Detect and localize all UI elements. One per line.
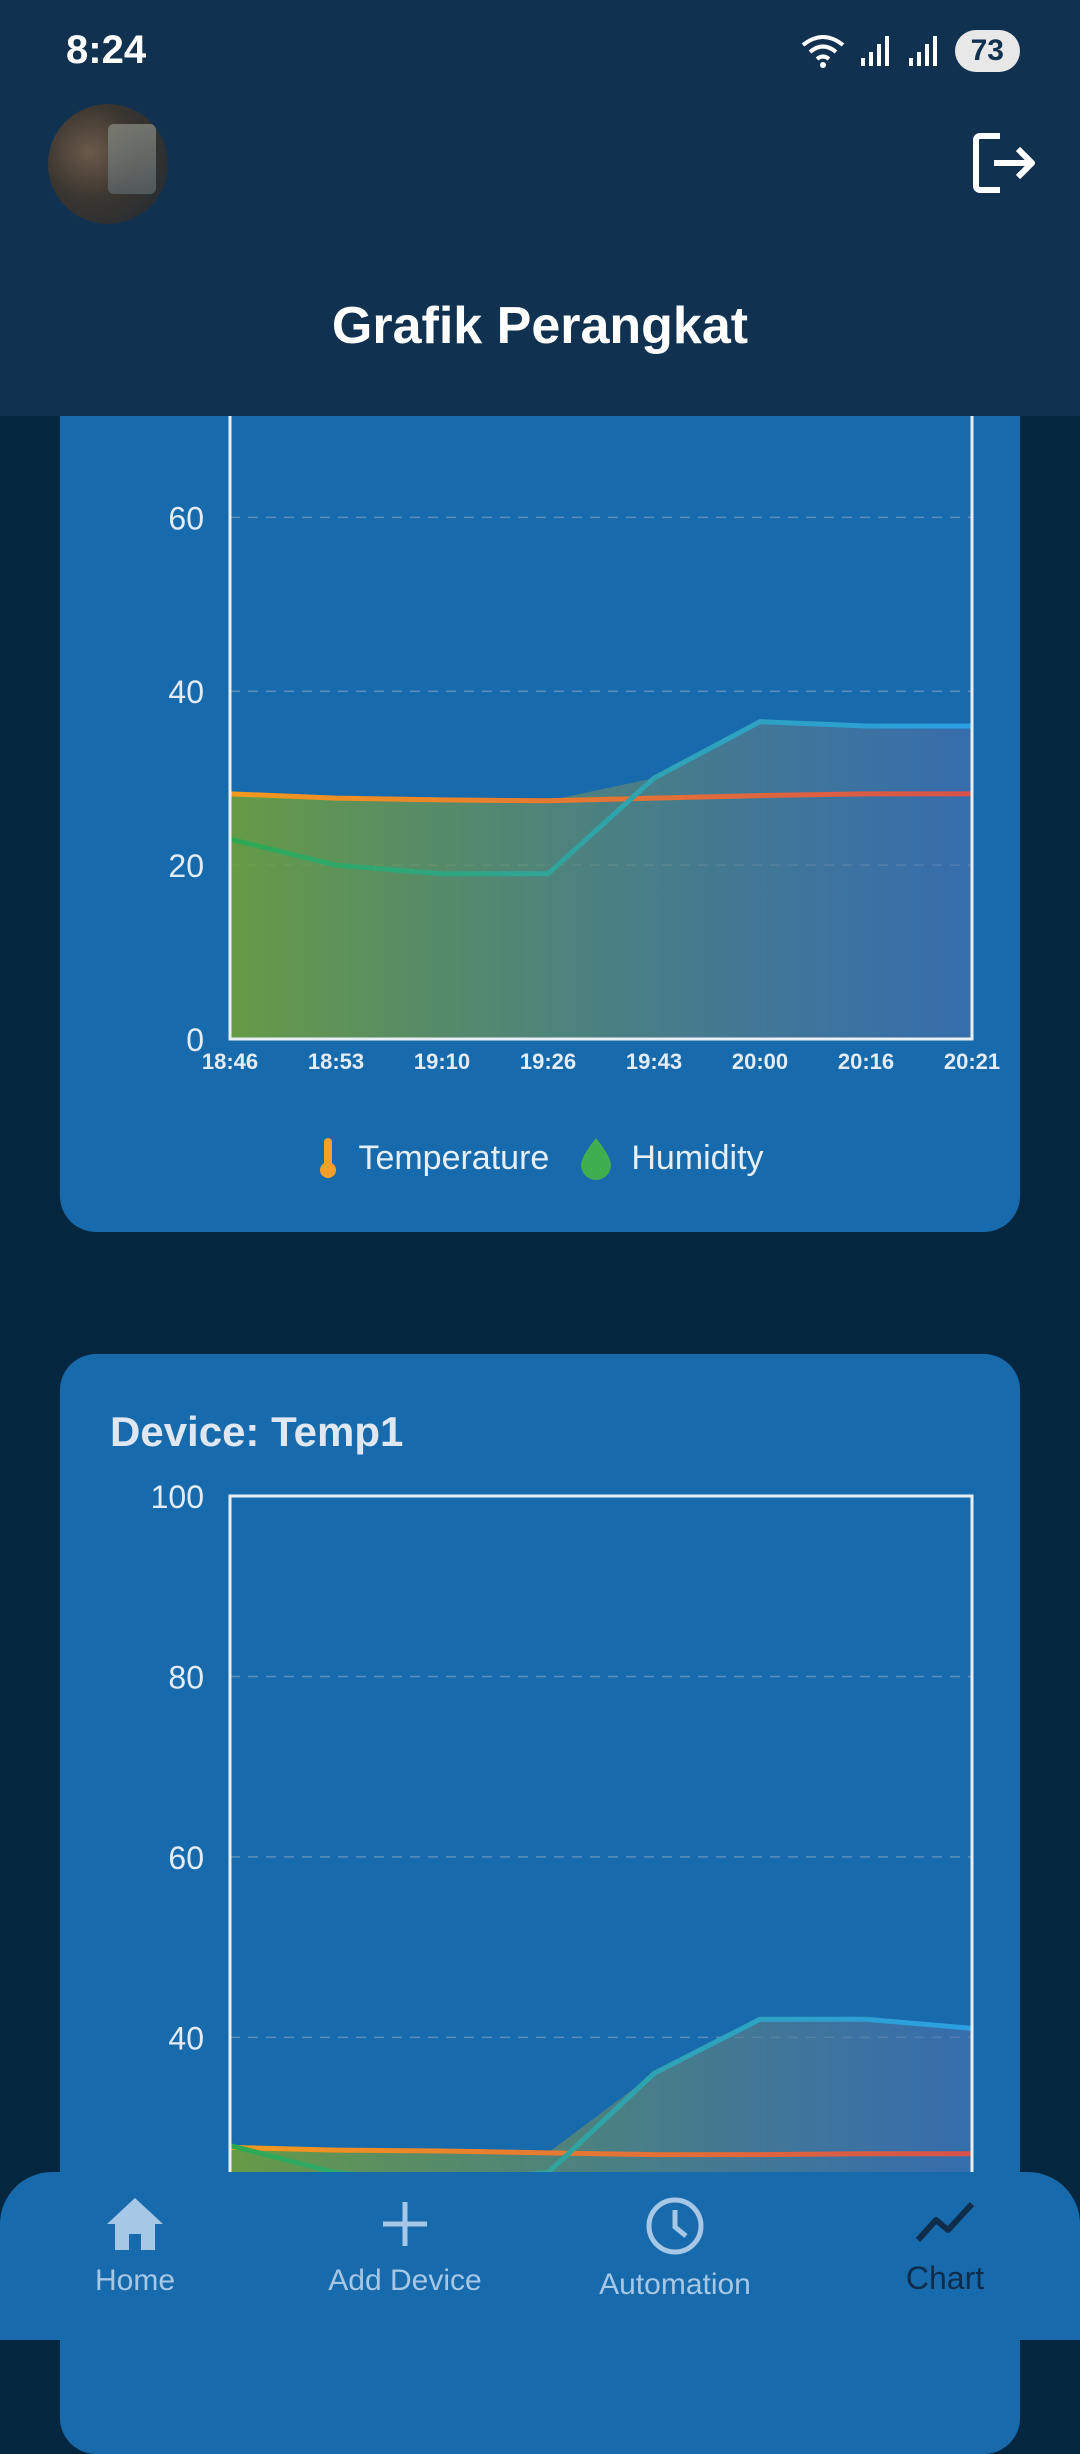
- logout-icon[interactable]: [970, 128, 1040, 198]
- x-tick-label: 20:21: [944, 1049, 1000, 1074]
- y-tick-label: 40: [168, 674, 204, 710]
- bottom-navigation: Home Add Device Automation Chart: [0, 2172, 1080, 2340]
- y-tick-label: 60: [168, 1840, 204, 1876]
- nav-chart[interactable]: Chart: [810, 2196, 1080, 2297]
- water-drop-icon: [581, 1138, 612, 1180]
- user-avatar[interactable]: [48, 104, 168, 224]
- y-tick-label: 100: [151, 1479, 204, 1515]
- battery-icon: 73: [954, 30, 1020, 72]
- status-time: 8:24: [66, 28, 147, 72]
- device-chart-2: 20406080100: [151, 1479, 974, 2254]
- x-tick-label: 18:53: [308, 1049, 364, 1074]
- wifi-icon: [801, 35, 844, 68]
- nav-label: Automation: [599, 2268, 751, 2301]
- area-fill: [230, 721, 972, 1039]
- x-tick-label: 20:00: [732, 1049, 788, 1074]
- home-icon: [107, 2198, 163, 2250]
- thermometer-icon: [320, 1138, 337, 1178]
- y-tick-label: 0: [186, 1022, 204, 1058]
- y-tick-label: 20: [168, 848, 204, 884]
- x-tick-label: 18:46: [202, 1049, 258, 1074]
- device-chart-1: 02040608018:4618:5319:1019:2619:4320:002…: [168, 300, 1000, 1074]
- y-tick-label: 60: [168, 500, 204, 536]
- signal-icon: [860, 36, 889, 66]
- plus-icon: [383, 2202, 427, 2246]
- chart-card-1: 02040608018:4618:5319:1019:2619:4320:002…: [60, 300, 1020, 1232]
- y-tick-label: 40: [168, 2020, 204, 2056]
- x-tick-label: 19:26: [520, 1049, 576, 1074]
- device-title: Device: Temp1: [110, 1408, 404, 1455]
- legend-label: Temperature: [358, 1138, 550, 1177]
- nav-label: Add Device: [328, 2264, 482, 2297]
- legend-humidity: Humidity: [579, 1136, 764, 1180]
- legend-temperature: Temperature: [316, 1136, 549, 1180]
- nav-label: Chart: [905, 2260, 985, 2296]
- series-line-temperature: [229, 2144, 972, 2158]
- status-bar: 8:24 73: [0, 0, 1080, 100]
- x-tick-label: 19:43: [626, 1049, 682, 1074]
- nav-automation[interactable]: Automation: [540, 2196, 810, 2302]
- x-tick-label: 20:16: [838, 1049, 894, 1074]
- page-title: Grafik Perangkat: [331, 297, 749, 355]
- y-tick-label: 80: [168, 1659, 204, 1695]
- chart-frame: [228, 300, 974, 1041]
- x-tick-label: 19:10: [414, 1049, 470, 1074]
- chart-frame: [228, 1494, 974, 2254]
- legend-label: Humidity: [631, 1138, 764, 1177]
- app-header: Grafik Perangkat: [0, 100, 1080, 416]
- series-line-temperature: [229, 791, 972, 804]
- clock-icon: [646, 2197, 704, 2255]
- series-line-humidity: [229, 719, 972, 877]
- nav-label: Home: [94, 2264, 176, 2297]
- nav-add-device[interactable]: Add Device: [270, 2196, 540, 2298]
- signal-icon: [908, 36, 937, 66]
- chart-icon: [915, 2201, 975, 2243]
- status-icons: 73: [801, 30, 1020, 72]
- nav-home[interactable]: Home: [0, 2196, 270, 2298]
- chart-legend: Temperature Humidity: [60, 1136, 1020, 1180]
